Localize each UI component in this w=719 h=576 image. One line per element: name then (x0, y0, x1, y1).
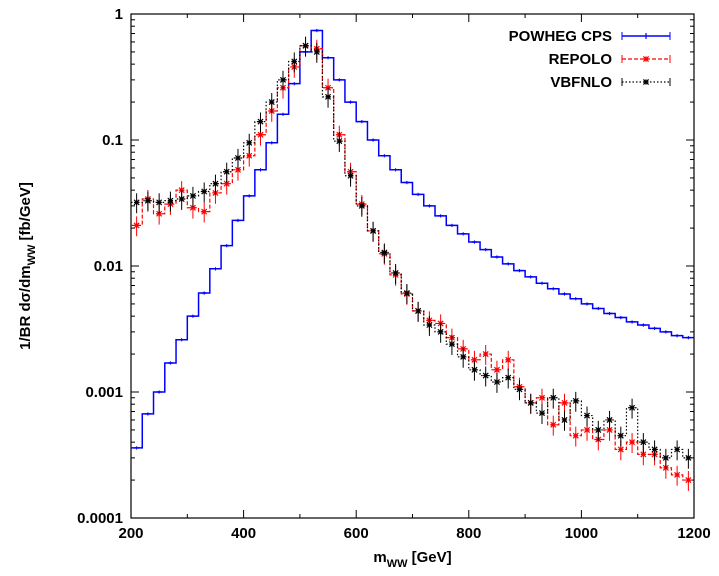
data-point-vbfnlo (640, 439, 647, 446)
data-point-vbfnlo (415, 307, 422, 314)
data-point-repolo (584, 426, 591, 433)
data-point-vbfnlo (606, 416, 613, 423)
data-point-repolo (257, 131, 264, 138)
data-point-vbfnlo (167, 197, 174, 204)
plot-frame-layer: 200 400 600 800 1000 1200 0.0001 0.001 0.01 0.1 1 (77, 6, 711, 542)
data-point-vbfnlo (662, 454, 669, 461)
data-point-repolo (325, 84, 332, 91)
data-point-vbfnlo (482, 372, 489, 379)
data-point-vbfnlo (381, 249, 388, 256)
x-tick-label: 800 (456, 525, 481, 542)
data-point-vbfnlo (234, 154, 241, 162)
data-point-repolo (629, 439, 636, 446)
x-tick-label: 400 (231, 525, 256, 542)
data-point-vbfnlo (403, 290, 410, 297)
data-point-repolo (550, 421, 557, 428)
data-point-vbfnlo (370, 227, 377, 234)
data-point-vbfnlo (561, 416, 568, 423)
data-point-vbfnlo (133, 199, 140, 206)
data-point-vbfnlo (189, 192, 196, 199)
y-tick-label: 0.1 (102, 132, 123, 149)
legend-label-repolo: REPOLO (549, 51, 613, 68)
data-point-vbfnlo (212, 180, 219, 187)
x-tick-label: 600 (344, 525, 369, 542)
legend: POWHEG CPS REPOLO VBFNLO (509, 28, 671, 91)
data-point-repolo (493, 366, 500, 373)
legend-marker-vbfnlo (642, 78, 650, 86)
data-point-repolo (223, 180, 230, 187)
data-point-vbfnlo (685, 454, 692, 461)
data-point-repolo (572, 432, 579, 439)
y-tick-label: 1 (115, 6, 123, 23)
data-point-repolo (234, 166, 241, 173)
legend-label-powheg-cps: POWHEG CPS (509, 28, 612, 45)
data-point-vbfnlo (144, 197, 151, 204)
data-point-vbfnlo (156, 199, 163, 206)
series-line-vbfnlo (131, 45, 694, 459)
data-point-vbfnlo (448, 341, 455, 348)
data-point-vbfnlo (246, 139, 253, 146)
data-point-vbfnlo (291, 58, 298, 65)
data-point-vbfnlo (325, 93, 332, 100)
data-point-vbfnlo (279, 76, 287, 83)
data-point-repolo (561, 399, 568, 406)
data-point-vbfnlo (302, 42, 309, 49)
data-point-vbfnlo (651, 446, 658, 453)
legend-label-vbfnlo: VBFNLO (550, 74, 612, 91)
data-point-vbfnlo (516, 386, 523, 393)
y-tick-label: 0.0001 (77, 510, 123, 527)
data-point-vbfnlo (178, 196, 185, 203)
axis-labels: mWW [GeV] 1/BR dσ/dmWW [fb/GeV] (17, 182, 452, 570)
data-point-vbfnlo (550, 394, 557, 401)
data-point-vbfnlo (268, 99, 275, 106)
data-point-vbfnlo (336, 138, 343, 145)
y-tick-label: 0.001 (85, 384, 123, 401)
data-point-vbfnlo (505, 374, 512, 381)
data-point-repolo (640, 451, 647, 458)
data-point-vbfnlo (257, 118, 264, 125)
data-point-vbfnlo (313, 48, 320, 55)
data-point-repolo (471, 356, 478, 363)
series-line-powheg-cps (131, 29, 694, 449)
data-point-repolo (201, 208, 208, 215)
data-point-vbfnlo (538, 410, 546, 417)
data-point-vbfnlo (572, 397, 579, 404)
data-point-repolo (674, 471, 681, 478)
data-point-repolo (505, 356, 512, 363)
data-point-vbfnlo (358, 202, 365, 209)
y-axis-label: 1/BR dσ/dmWW [fb/GeV] (17, 182, 38, 350)
x-axis-label: mWW [GeV] (373, 549, 451, 570)
data-point-repolo (156, 210, 163, 217)
data-point-repolo (685, 477, 692, 484)
data-point-repolo (246, 152, 253, 159)
data-point-vbfnlo (392, 269, 399, 277)
x-tick-label: 1000 (565, 525, 598, 542)
data-point-vbfnlo (674, 446, 681, 453)
data-point-vbfnlo (617, 432, 624, 439)
x-tick-label: 200 (118, 525, 143, 542)
data-point-repolo (538, 394, 546, 401)
data-point-vbfnlo (460, 353, 467, 360)
data-point-vbfnlo (201, 188, 208, 195)
data-point-vbfnlo (595, 426, 602, 433)
y-tick-label: 0.01 (94, 258, 123, 275)
data-point-repolo (482, 351, 489, 358)
data-point-repolo (189, 204, 196, 211)
data-point-vbfnlo (437, 328, 444, 335)
data-point-vbfnlo (426, 322, 433, 329)
data-point-vbfnlo (629, 404, 636, 411)
x-tick-label: 1200 (677, 525, 710, 542)
series-layer (131, 28, 694, 491)
data-point-vbfnlo (527, 399, 534, 406)
data-point-vbfnlo (471, 366, 478, 373)
data-point-vbfnlo (223, 168, 230, 175)
data-point-repolo (617, 446, 624, 453)
legend-marker-repolo (642, 55, 650, 63)
data-point-vbfnlo (584, 412, 591, 419)
data-point-vbfnlo (493, 378, 500, 386)
data-point-repolo (133, 222, 140, 229)
data-point-vbfnlo (347, 172, 354, 179)
